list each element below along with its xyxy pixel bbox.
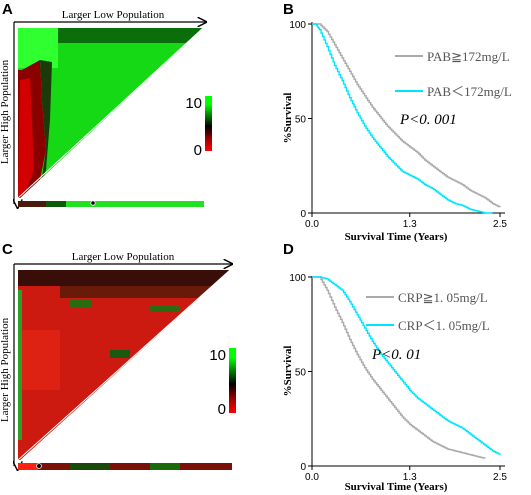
panel-b-label: B xyxy=(283,1,294,18)
panelb-series-0 xyxy=(312,23,501,208)
panel-b-legend-0: PAB≧172mg/L xyxy=(427,49,510,64)
panel-d-ylabel: %Survival xyxy=(282,346,294,397)
panel-a-colorbar-max: 10 xyxy=(185,95,202,112)
panel-d: D %Survival Survival Time (Years) 0.0 1.3… xyxy=(282,241,507,493)
panel-d-legend-0: CRP≧1. 05mg/L xyxy=(398,290,488,305)
paneld-xtick-2: 2.5 xyxy=(493,472,507,483)
paneld-series-1 xyxy=(312,276,501,455)
panelb-ytick-2: 100 xyxy=(289,20,306,31)
panel-c-label: C xyxy=(2,241,13,258)
panel-d-legend-1: CRP＜1. 05mg/L xyxy=(398,318,490,333)
panel-c: C Larger Low Population Larger High Popu… xyxy=(0,241,236,470)
paneld-xtick-1: 1.3 xyxy=(403,472,417,483)
paneld-xtick-0: 0.0 xyxy=(305,472,319,483)
panelb-ytick-1: 50 xyxy=(295,115,307,126)
panel-b-ylabel: %Survival xyxy=(282,93,294,144)
panel-a: A Larger Low Population Larger High Popu… xyxy=(0,1,212,207)
panel-c-marker-dot xyxy=(36,463,42,469)
panel-d-label: D xyxy=(283,241,294,258)
panelb-xtick-1: 1.3 xyxy=(403,219,417,230)
panel-c-side-label: Larger High Population xyxy=(0,317,11,422)
panel-a-strip xyxy=(18,200,204,207)
paneld-series-0 xyxy=(312,276,486,459)
panelb-xtick-2: 2.5 xyxy=(493,219,507,230)
panel-d-pvalue: P<0. 01 xyxy=(371,347,421,363)
panel-c-colorbar xyxy=(229,348,236,413)
panel-a-top-label: Larger Low Population xyxy=(62,9,165,21)
panelb-xtick-0: 0.0 xyxy=(305,219,319,230)
panel-b-pvalue: P<0. 001 xyxy=(399,112,457,128)
panel-a-heatmap xyxy=(17,27,204,200)
panel-b-legend-1: PAB＜172mg/L xyxy=(427,84,512,99)
paneld-ytick-1: 50 xyxy=(295,368,307,379)
panel-c-strip xyxy=(18,463,232,470)
panel-a-label: A xyxy=(2,1,13,18)
panel-c-colorbar-max: 10 xyxy=(209,347,226,364)
panelb-series-1 xyxy=(312,23,493,214)
panel-c-heatmap xyxy=(17,269,231,462)
panel-c-colorbar-min: 0 xyxy=(218,401,226,418)
paneld-ytick-0: 0 xyxy=(300,462,306,473)
panel-c-top-label: Larger Low Population xyxy=(72,251,175,263)
panel-a-side-label: Larger High Population xyxy=(0,59,11,164)
panel-a-colorbar-min: 0 xyxy=(194,142,202,159)
paneld-ytick-2: 100 xyxy=(289,273,306,284)
panelb-ytick-0: 0 xyxy=(300,209,306,220)
panel-a-colorbar xyxy=(205,96,212,151)
panel-a-marker-dot xyxy=(90,200,96,206)
panel-b: B %Survival Survival Time (Years) 0.0 1.3… xyxy=(282,1,512,243)
panel-d-xlabel: Survival Time (Years) xyxy=(345,481,448,493)
panel-b-xlabel: Survival Time (Years) xyxy=(345,231,448,243)
